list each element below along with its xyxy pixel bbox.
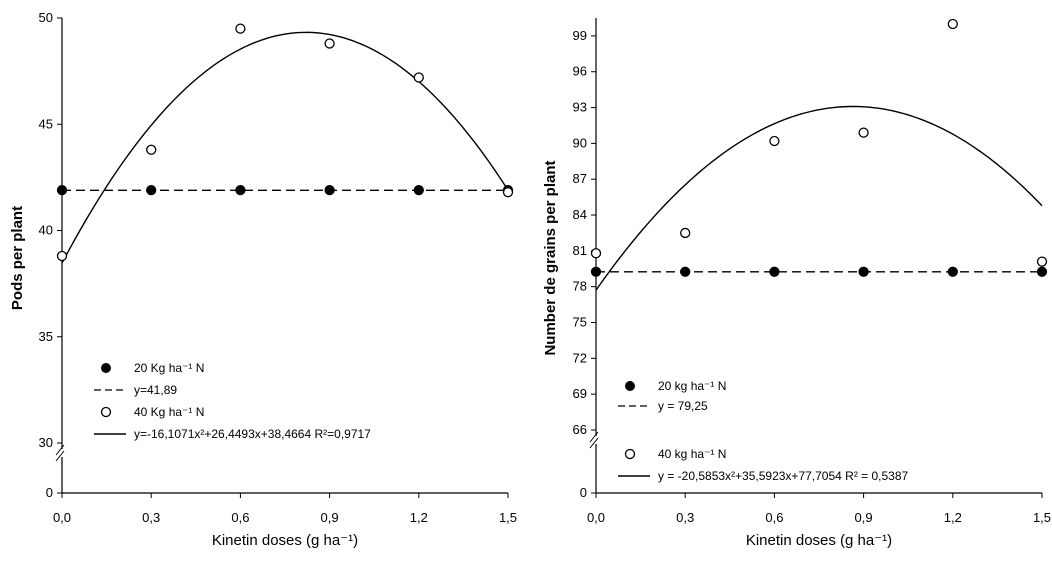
x-tick-label: 0,3 [142,510,160,525]
x-tick-label: 0,0 [587,510,605,525]
axis-break-mark [55,450,65,462]
axis-break-mark [589,431,599,443]
open-data-point [590,248,602,259]
y-tick-label: 50 [39,10,53,25]
open-data-point [680,227,691,239]
open-data-point [769,135,780,147]
x-axis-label: Kinetin doses (g ha⁻¹) [746,532,892,549]
y-tick-label: 72 [573,350,587,365]
open-data-point [146,144,157,155]
y-tick-label: 35 [39,329,53,344]
x-tick-label: 1,2 [410,510,428,525]
x-tick-label: 1,2 [944,510,962,525]
legend-label: 40 kg ha⁻¹ N [658,447,726,461]
open-data-point [858,127,869,138]
y-tick-label: 66 [573,422,587,437]
filled-data-point [1036,266,1048,277]
open-data-point [502,187,514,198]
open-data-point [413,72,424,83]
filled-data-point [769,266,780,277]
legend-filled-marker [101,363,111,373]
y-tick-label: 99 [573,28,587,43]
legend-label: 40 Kg ha⁻¹ N [134,405,204,419]
legend-open-marker [100,406,112,418]
y-tick-label: 96 [573,64,587,79]
x-axis-label: Kinetin doses (g ha⁻¹) [212,532,358,549]
axis-break-mark [55,444,65,456]
x-tick-label: 1,5 [499,510,517,525]
filled-data-point [324,184,335,196]
legend: 20 Kg ha⁻¹ N y=41,89 40 Kg ha⁻¹ N y=-16,107… [94,361,371,441]
y-tick-label: 81 [573,243,587,258]
y-tick-label: 75 [573,315,587,330]
y-tick-label: 40 [39,223,53,238]
y-tick-label: 78 [573,279,587,294]
legend-equation: y = 79,25 [658,399,708,413]
y-tick-label: 90 [573,135,587,150]
legend: 20 kg ha⁻¹ N y = 79,25 40 kg ha⁻¹ N y = -20… [618,379,909,483]
y-tick-label: 87 [573,171,587,186]
open-data-point [1036,256,1048,267]
legend-filled-marker [625,381,635,391]
legend-equation: y = -20,5853x²+35,5923x+77,7054 R² = 0,5… [658,469,909,483]
y-tick-label: 69 [573,386,587,401]
filled-data-point [947,266,958,277]
legend-open-marker [624,448,636,460]
filled-data-point [858,266,869,277]
legend-label: 20 Kg ha⁻¹ N [134,361,204,375]
fit-line-2 [61,31,509,264]
filled-data-point [146,184,157,196]
x-tick-label: 0,6 [231,510,249,525]
y-tick-label: 45 [39,116,53,131]
y-tick-label: 0 [580,485,587,500]
filled-data-point [680,266,691,277]
y-axis-label: Pods per plant [9,206,26,310]
y-tick-label: 84 [573,207,587,222]
y-tick-label: 0 [46,485,53,500]
open-data-point [56,250,68,262]
filled-data-point [235,184,246,196]
legend-equation: y=-16,1071x²+26,4493x+38,4664 R²=0,9717 [134,427,371,441]
legend-equation: y=41,89 [134,383,177,397]
fit-line-2 [595,105,1043,291]
x-tick-label: 0,9 [321,510,339,525]
y-tick-label: 30 [39,435,53,450]
filled-data-point [590,266,602,277]
open-data-point [324,38,335,49]
open-data-point [947,18,958,30]
y-axis-label: Number de grains per plant [542,160,559,355]
x-tick-label: 1,5 [1033,510,1051,525]
filled-data-point [56,184,68,196]
x-tick-label: 0,3 [676,510,694,525]
x-tick-label: 0,6 [765,510,783,525]
x-tick-label: 0,9 [855,510,873,525]
axis-break-mark [589,437,599,449]
legend-label: 20 kg ha⁻¹ N [658,379,726,393]
filled-data-point [413,184,424,196]
x-tick-label: 0,0 [53,510,71,525]
chart-2: 0 66 69 72 75 78 81 84 87 90 93 96 99 0,0 0,3 0,6 0,9 1,2… [542,18,1051,549]
open-data-point [235,23,246,34]
y-tick-label: 93 [573,100,587,115]
chart-1: 0 30 35 40 45 50 0,0 0,3 0,6 0,9 1,2 1,5 Kinetin dos… [9,10,517,549]
